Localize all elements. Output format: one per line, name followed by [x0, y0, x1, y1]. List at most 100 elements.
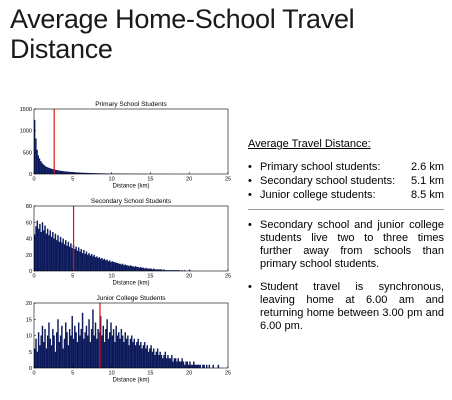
histogram-bar [79, 335, 81, 368]
histogram-bar [44, 225, 46, 271]
x-tick-label: 15 [147, 274, 153, 280]
histogram-bar [47, 167, 49, 174]
histogram-bar [50, 168, 53, 174]
x-tick-label: 10 [109, 274, 115, 280]
histogram-bar [58, 342, 61, 368]
x-tick-label: 0 [32, 177, 35, 183]
histogram-bar [37, 155, 39, 174]
histogram-bar [146, 345, 148, 368]
histogram-bar [43, 165, 46, 174]
histogram-bar [34, 119, 36, 174]
histogram-bar [123, 265, 125, 271]
histogram-bar [53, 238, 55, 271]
histogram-bar [46, 166, 48, 174]
histogram-bar [103, 173, 105, 174]
summary-item-secondary: • Secondary school students: 5.1 km [248, 175, 444, 188]
histogram-bar [57, 319, 59, 368]
histogram-bar [190, 364, 192, 368]
histogram-bar [50, 236, 53, 272]
histogram-bar [76, 342, 79, 368]
histogram-bar [76, 172, 78, 174]
histogram-bar [147, 268, 150, 271]
histogram-bar [217, 364, 220, 368]
histogram-bar [116, 262, 119, 272]
histogram-bar [127, 265, 129, 271]
histogram-bar [136, 342, 138, 368]
histogram-bar [154, 269, 156, 272]
histogram-bar [52, 232, 54, 271]
histogram-bar [98, 257, 101, 271]
histogram-bar [65, 240, 67, 272]
histogram-bar [72, 338, 75, 368]
histogram-bar [136, 266, 138, 271]
histogram-bar [36, 149, 38, 174]
histogram-bar [158, 269, 160, 272]
histogram-bar [61, 242, 63, 271]
histogram-bar [131, 266, 133, 272]
histogram-bar [57, 235, 59, 271]
histogram-bar [63, 171, 65, 174]
histogram-bar [178, 270, 181, 271]
histogram-bar [71, 248, 73, 271]
histogram-bar [107, 338, 110, 368]
chart-secondary-school: Secondary School Students 0 5 10 15 20 25 0 20 40… [10, 195, 238, 287]
histogram-bar [160, 355, 163, 368]
histogram-bar [49, 168, 52, 174]
summary-item-label: Secondary school students: [260, 175, 396, 187]
histogram-bar [46, 228, 49, 271]
histogram-bar [90, 329, 93, 368]
histogram-bar [92, 173, 94, 174]
histogram-bar [158, 355, 160, 368]
histogram-bar [83, 249, 85, 272]
histogram-bar [128, 345, 130, 368]
histogram-bar [100, 173, 103, 174]
histogram-bar [79, 251, 81, 271]
histogram-bar [111, 261, 114, 271]
bullet-icon: • [248, 281, 252, 293]
histogram-bar [151, 269, 154, 272]
summary-item-primary: • Primary school students: 2.6 km [248, 161, 444, 174]
histogram-bar [137, 266, 139, 271]
histogram-bar [67, 171, 70, 174]
histogram-bar [80, 172, 82, 174]
histogram-bar [64, 171, 66, 174]
histogram-bar [185, 361, 187, 368]
y-tick-label: 60 [26, 220, 32, 226]
histogram-bar [61, 171, 64, 174]
chart-title: Primary School Students [95, 101, 167, 108]
histogram-bar [141, 348, 143, 368]
x-tick-label: 0 [32, 274, 35, 280]
histogram-bar [125, 265, 128, 271]
y-tick-label: 40 [26, 237, 32, 243]
histogram-bar [115, 325, 117, 368]
y-tick-label: 5 [29, 350, 32, 356]
histogram-bar [40, 232, 42, 271]
histogram-bar [37, 228, 40, 271]
histogram-bar [68, 246, 71, 272]
histogram-bar [145, 348, 147, 368]
histogram-bar [44, 329, 46, 368]
histogram-bar [149, 348, 151, 368]
histogram-bar [88, 172, 90, 174]
histogram-bar [116, 335, 119, 368]
histogram-bar [169, 358, 172, 368]
histogram-bar [92, 256, 94, 272]
histogram-bar [34, 234, 36, 271]
histogram-bar [181, 358, 183, 368]
histogram-bar [72, 172, 75, 174]
summary-item-junior-college: • Junior college students: 8.5 km [248, 189, 444, 202]
histogram-bar [163, 355, 165, 368]
x-axis-label: Distance (km) [112, 184, 149, 190]
histogram-bar [110, 262, 112, 271]
summary-item-value: 8.5 km [410, 189, 444, 201]
histogram-bar [92, 309, 94, 368]
histogram-bar [174, 270, 177, 271]
histogram-bar [87, 172, 89, 174]
histogram-bar [141, 267, 143, 271]
histogram-bar [71, 316, 73, 368]
histogram-bar [41, 325, 44, 368]
y-tick-label: 0 [29, 269, 32, 275]
histogram-bar [57, 170, 59, 174]
histogram-bar [76, 250, 79, 271]
histogram-bar [155, 351, 158, 368]
